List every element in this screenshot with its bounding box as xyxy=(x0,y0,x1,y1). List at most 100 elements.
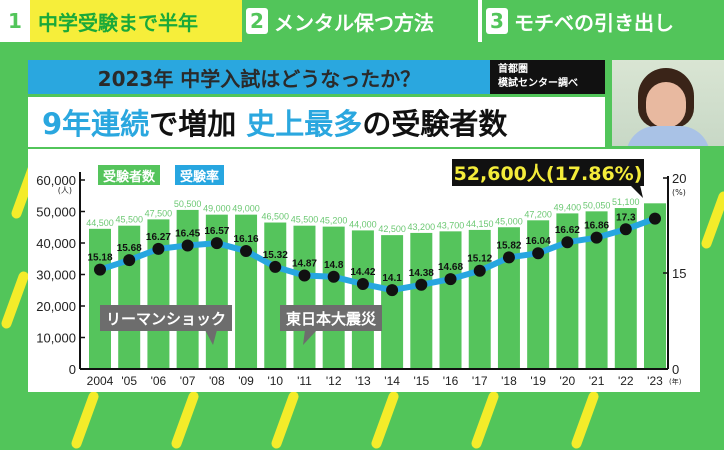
rate-label: 14.87 xyxy=(292,258,317,269)
x-tick-label: '13 xyxy=(355,374,371,388)
bar-label: 45,500 xyxy=(291,215,319,225)
rate-point-'09 xyxy=(240,244,253,257)
rate-label: 16.62 xyxy=(555,225,580,236)
right-tick-label: 15 xyxy=(672,266,686,281)
callout-2023: 52,600人(17.86%) xyxy=(452,159,644,186)
x-tick-label: '21 xyxy=(589,374,605,388)
right-axis-unit: (%) xyxy=(672,188,686,197)
rate-point-2004 xyxy=(94,263,106,276)
x-tick-label: '19 xyxy=(530,374,546,388)
rate-point-'06 xyxy=(152,242,165,255)
x-tick-label: '09 xyxy=(238,374,254,388)
rate-label: 16.16 xyxy=(234,234,259,245)
headline-part: 9年連続 xyxy=(42,107,150,141)
bar-label: 47,500 xyxy=(145,208,173,218)
bar-label: 43,200 xyxy=(408,222,436,232)
rate-point-'11 xyxy=(298,269,311,282)
rate-point-'12 xyxy=(327,270,340,283)
annotation-pointer xyxy=(205,330,217,345)
rate-label: 15.12 xyxy=(467,254,492,265)
rate-point-'13 xyxy=(356,278,369,291)
bar-label: 44,000 xyxy=(349,219,377,229)
bar-label: 49,000 xyxy=(203,204,231,214)
bar-label: 47,200 xyxy=(524,209,552,219)
bar-'17 xyxy=(468,229,491,369)
tab-2[interactable]: メンタル保つ方法 xyxy=(242,0,478,42)
x-tick-label: '14 xyxy=(384,374,400,388)
x-tick-label: '12 xyxy=(326,374,342,388)
bar-label: 43,700 xyxy=(437,220,465,230)
x-tick-label: '22 xyxy=(618,374,634,388)
left-tick-label: 0 xyxy=(69,362,76,377)
bar-label: 50,500 xyxy=(174,199,202,209)
x-tick-label: '08 xyxy=(209,374,225,388)
rate-label: 15.82 xyxy=(496,240,521,251)
bar-'22 xyxy=(614,208,637,369)
bar-'23 xyxy=(644,203,666,369)
rate-point-'05 xyxy=(123,254,136,267)
rate-label: 17.3 xyxy=(616,212,636,223)
tab-1-number: 1 xyxy=(8,9,22,33)
left-axis-unit: (人) xyxy=(58,186,72,195)
rate-label: 15.32 xyxy=(263,250,288,261)
bar-'11 xyxy=(293,225,316,369)
bar-label: 45,500 xyxy=(115,215,143,225)
rate-point-'18 xyxy=(502,251,515,264)
left-tick-label: 20,000 xyxy=(36,299,76,314)
headline: 9年連続 で増加 史上最多 の受験者数 xyxy=(28,97,605,147)
bar-'15 xyxy=(410,232,433,369)
right-tick-label: 0 xyxy=(672,362,679,377)
rate-point-'19 xyxy=(532,247,545,260)
x-tick-label: '17 xyxy=(472,374,488,388)
bar-label: 50,050 xyxy=(583,200,611,210)
topic-bar: 1 中学受験まで半年 メンタル保つ方法 2 モチベの引き出し 3 xyxy=(0,0,724,42)
rate-point-'23 xyxy=(649,212,661,225)
bar-2004 xyxy=(89,228,111,369)
rate-label: 16.86 xyxy=(584,221,609,232)
rate-point-'22 xyxy=(619,223,632,236)
rate-point-'07 xyxy=(181,239,194,252)
rate-label: 14.42 xyxy=(350,267,375,278)
rate-point-'14 xyxy=(386,284,399,297)
bar-'10 xyxy=(264,222,287,369)
bar-'13 xyxy=(351,230,374,369)
headline-part: の受験者数 xyxy=(362,107,508,141)
left-tick-label: 30,000 xyxy=(36,268,76,283)
bar-'06 xyxy=(147,219,170,369)
bar-label: 46,500 xyxy=(261,212,289,222)
x-tick-label: 2004 xyxy=(87,374,114,388)
rate-label: 16.57 xyxy=(204,226,229,237)
annotation-earthquake: 東日本大震災 xyxy=(280,305,383,331)
rate-point-'15 xyxy=(415,278,428,291)
bar-label: 51,100 xyxy=(612,197,640,207)
tab-1[interactable]: 中学受験まで半年 xyxy=(30,0,242,42)
tab-3[interactable]: モチベの引き出し xyxy=(482,0,724,42)
annotation-lehman: リーマンショック xyxy=(100,305,233,331)
source-line-1: 首都圏 xyxy=(498,64,528,75)
source-label: 首都圏 模試センター調べ xyxy=(490,60,605,94)
rate-label: 16.45 xyxy=(175,228,200,239)
callout-pointer xyxy=(630,185,643,198)
bar-'12 xyxy=(322,226,345,369)
rate-point-'08 xyxy=(210,237,223,250)
headline-part: で増加 xyxy=(149,107,247,141)
bar-'21 xyxy=(585,211,608,369)
x-tick-label: '16 xyxy=(443,374,459,388)
presenter-video xyxy=(612,60,724,146)
bar-label: 44,500 xyxy=(86,218,114,228)
bar-'14 xyxy=(381,235,404,369)
x-axis-unit: (年) xyxy=(669,377,682,386)
rate-label: 14.38 xyxy=(409,268,434,279)
chart-title: 2023年 中学入試はどうなったか？ xyxy=(28,60,490,94)
annotation-pointer xyxy=(303,330,317,345)
rate-point-'21 xyxy=(590,231,603,244)
rate-point-'16 xyxy=(444,273,457,286)
legend-line: 受験率 xyxy=(175,165,225,185)
rate-label: 14.1 xyxy=(382,273,402,284)
left-tick-label: 40,000 xyxy=(36,236,76,251)
x-tick-label: '07 xyxy=(180,374,196,388)
x-tick-label: '23 xyxy=(647,374,663,388)
headline-part: 史上最多 xyxy=(246,107,363,141)
bar-'19 xyxy=(527,220,550,369)
